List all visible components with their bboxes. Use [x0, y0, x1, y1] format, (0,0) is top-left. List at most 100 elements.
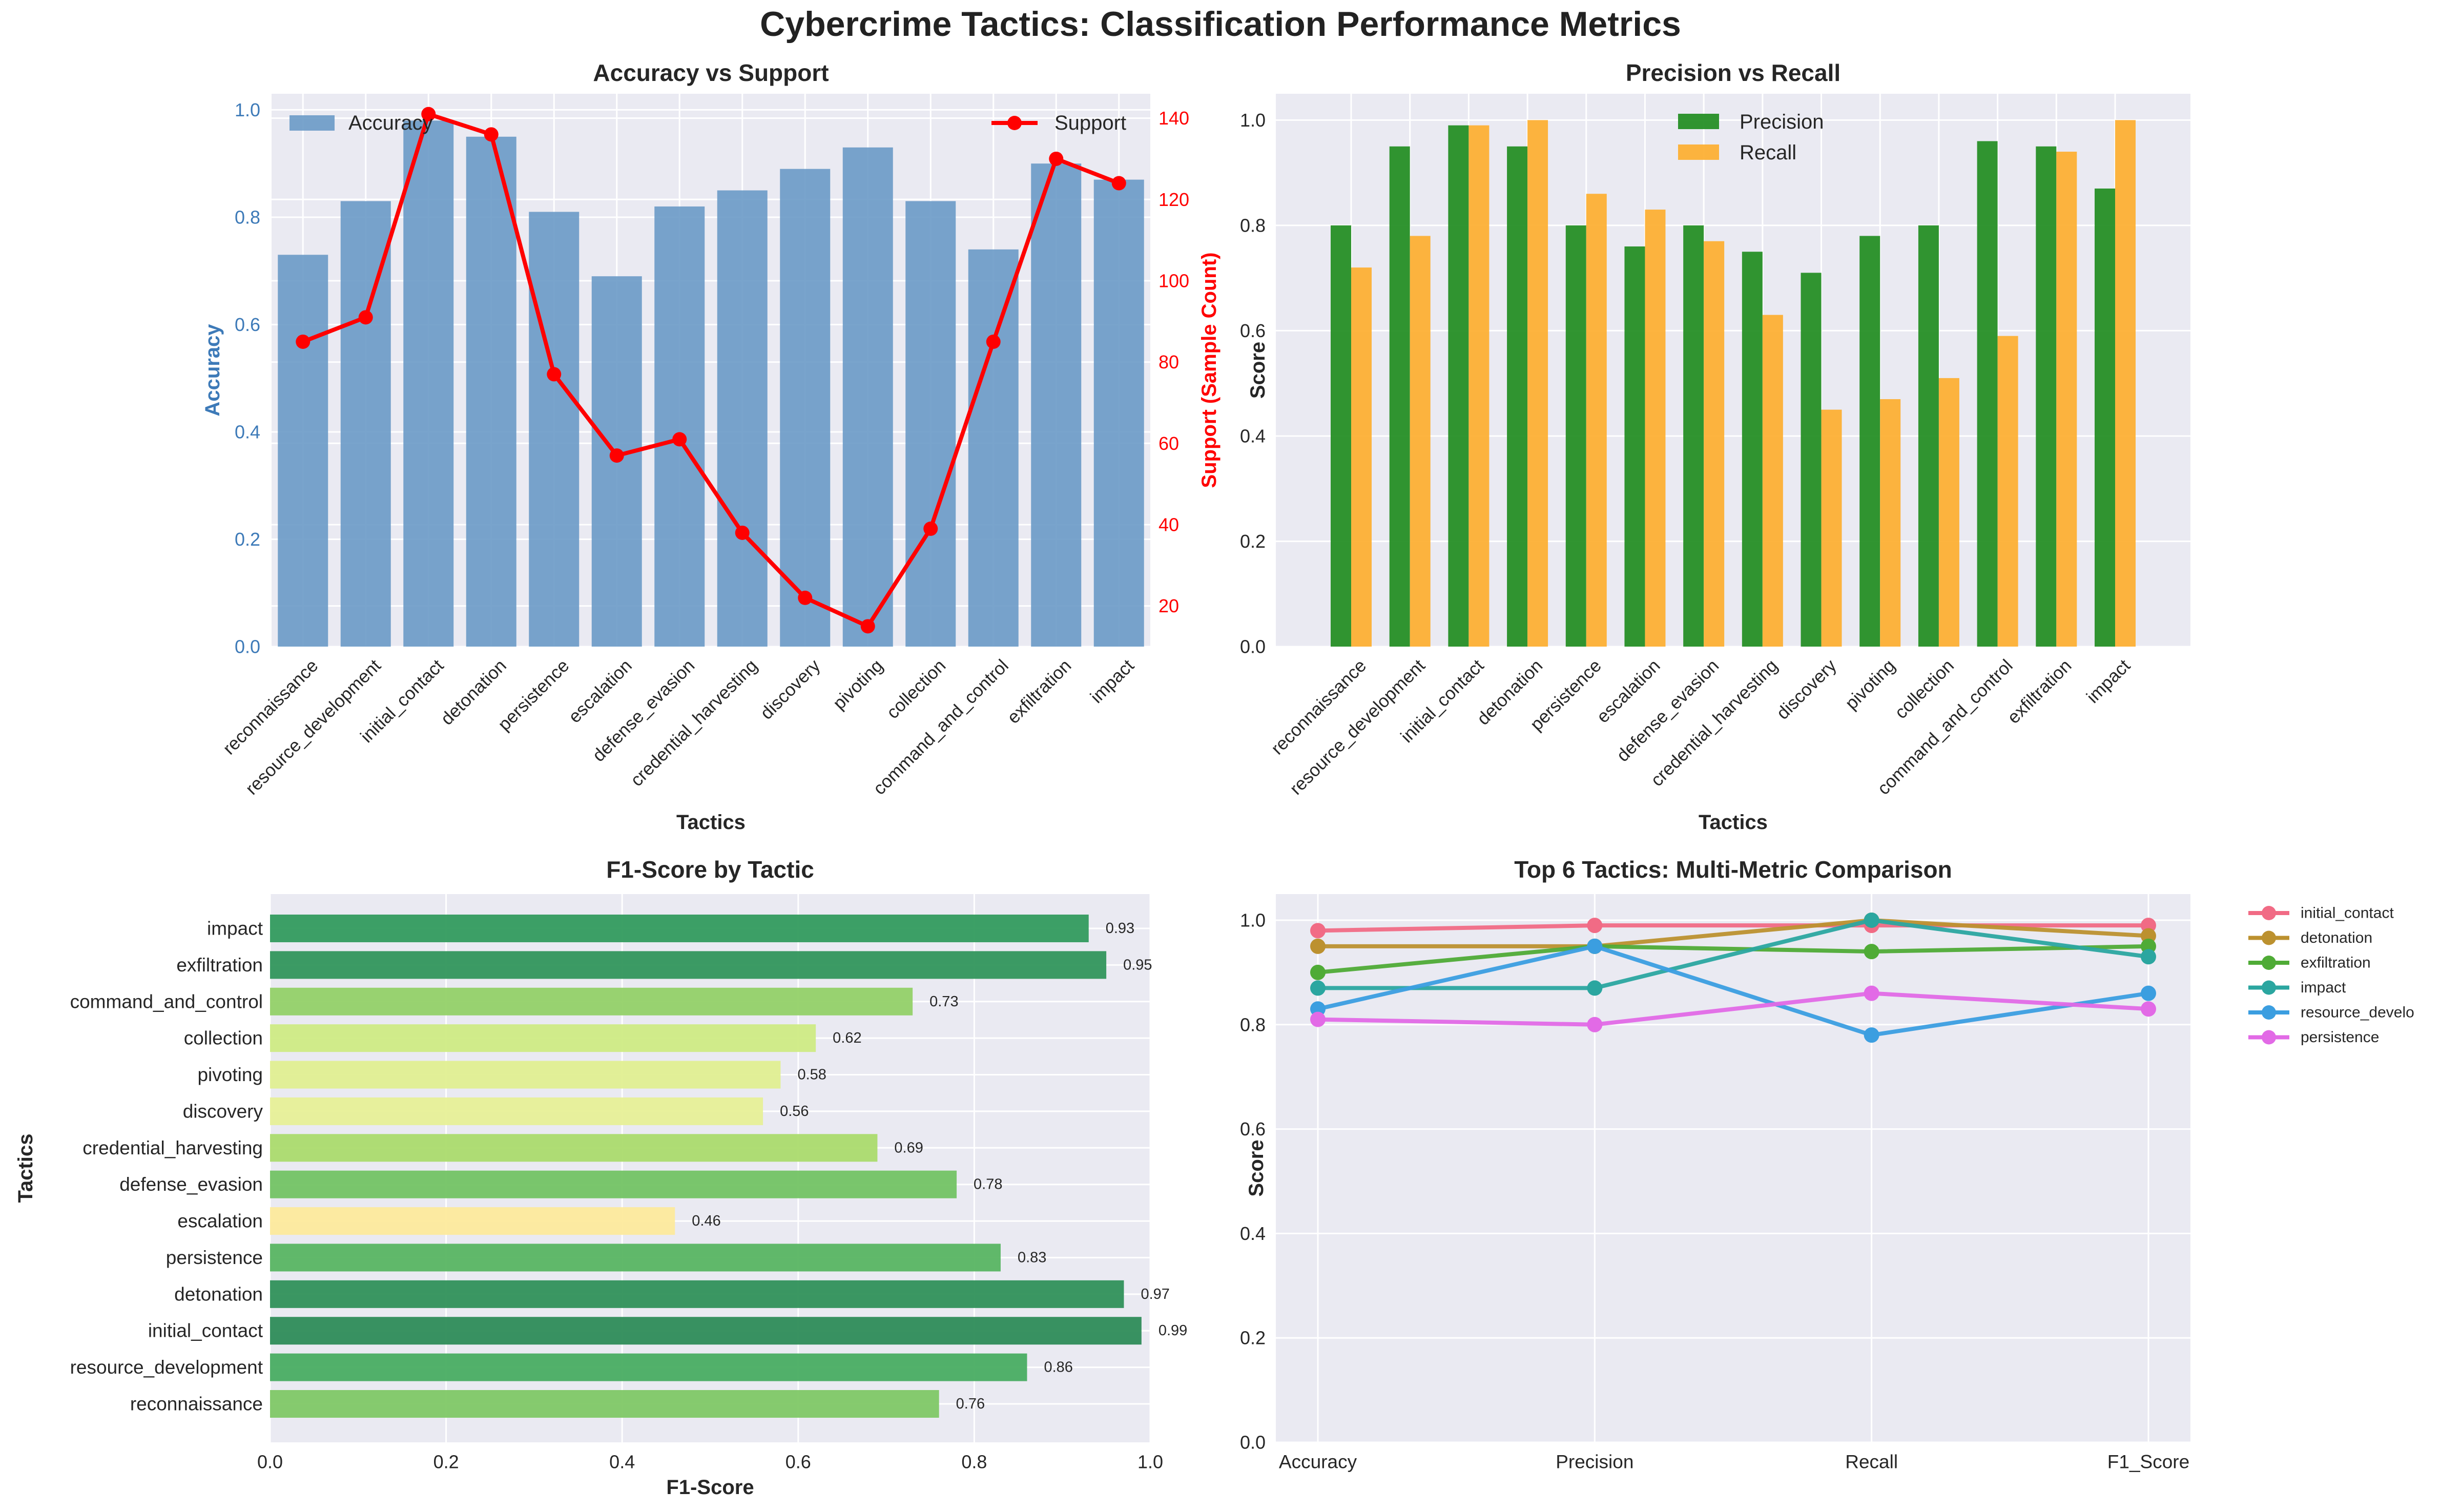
support-point [1111, 176, 1126, 191]
legend-swatch-accuracy [289, 115, 335, 131]
x-axis-label: Tactics [676, 811, 746, 834]
recall-bar [1586, 194, 1607, 647]
x-tick-label: 0.6 [785, 1452, 811, 1473]
f1-bar [270, 915, 1089, 942]
accuracy-bar [1093, 179, 1144, 647]
f1-value-label: 0.97 [1141, 1286, 1169, 1302]
y2-tick-label: 120 [1159, 189, 1189, 210]
f1-bar [270, 1353, 1027, 1381]
accuracy-bar [717, 190, 768, 647]
y-axis-label: Score [1247, 342, 1269, 399]
accuracy-bar [466, 136, 516, 647]
series-point [2141, 949, 2156, 965]
x-tick-label: collection [883, 656, 950, 723]
series-point [1310, 1011, 1326, 1027]
x-tick-label: 0.0 [257, 1452, 283, 1473]
x-axis-label: F1-Score [666, 1476, 754, 1499]
support-point [609, 448, 624, 463]
y-tick-label: command_and_control [70, 991, 263, 1012]
f1-value-label: 0.83 [1018, 1249, 1046, 1266]
y-tick-label: 0.6 [1240, 320, 1266, 341]
f1-value-label: 0.93 [1106, 920, 1134, 937]
x-axis-label: Tactics [1699, 811, 1768, 834]
precision-bar [1448, 125, 1469, 647]
plot-area [1276, 894, 2190, 1442]
x-tick-label: 0.8 [961, 1452, 987, 1473]
x-tick-label: 1.0 [1137, 1452, 1163, 1473]
y-tick-label: 0.8 [1240, 1014, 1266, 1035]
y-tick-label: 0.6 [235, 314, 260, 335]
precision-bar [1565, 225, 1586, 647]
accuracy-bar [905, 201, 956, 647]
f1-score-chart: 0.0 0.2 0.4 0.6 0.8 1.0 0.76 reconnaissance 0.86… [14, 856, 1187, 1499]
f1-bar [270, 1061, 781, 1089]
f1-bar [270, 951, 1107, 979]
legend-swatch-precision [1678, 114, 1719, 129]
multi-metric-chart: 0.0 0.2 0.4 0.6 0.8 1.0 Accuracy Precision Recal… [1240, 856, 2414, 1473]
series-point [1310, 964, 1326, 980]
recall-bar [1468, 125, 1490, 647]
support-point [358, 310, 373, 325]
f1-value-label: 0.99 [1159, 1322, 1187, 1339]
legend-label: detonation [2301, 929, 2372, 946]
y2-tick-label: 40 [1159, 514, 1179, 535]
x-tick-label: 0.2 [433, 1452, 459, 1473]
y2-tick-label: 20 [1159, 595, 1179, 616]
series-point [2141, 1001, 2156, 1017]
recall-bar [1527, 120, 1548, 647]
series-line [1317, 991, 2149, 1027]
y-tick-label: 0.0 [235, 636, 260, 657]
legend-marker [2262, 956, 2276, 970]
f1-bar [270, 1244, 1001, 1272]
x-tick-label: 0.4 [609, 1452, 635, 1473]
legend-label-recall: Recall [1740, 141, 1796, 164]
legend-label: impact [2301, 979, 2346, 996]
legend-marker [2262, 930, 2276, 945]
precision-bar [1507, 146, 1528, 647]
x-tick-label: Recall [1845, 1452, 1898, 1473]
y-tick-label: 0.4 [1240, 425, 1266, 446]
legend-marker [2262, 980, 2276, 995]
y-tick-label: 0.6 [1240, 1119, 1266, 1140]
y-tick-label: 0.4 [1240, 1223, 1266, 1244]
x-tick-label: impact [1086, 655, 1138, 707]
legend-label: initial_contact [2301, 905, 2394, 922]
chart-title: Top 6 Tactics: Multi-Metric Comparison [1514, 856, 1952, 883]
recall-bar [1880, 399, 1901, 647]
y-tick-label: 0.2 [235, 529, 260, 550]
precision-bar [1977, 141, 1998, 647]
series-point [1587, 980, 1603, 996]
support-point [735, 525, 750, 540]
legend-marker [2262, 1005, 2276, 1020]
y-tick-label: pivoting [197, 1064, 263, 1085]
series-point [1587, 938, 1603, 954]
legend-label-support: Support [1054, 112, 1126, 134]
legend-label: exfiltration [2301, 955, 2371, 971]
x-tick-label: credential_harvesting [627, 656, 761, 791]
recall-bar [1938, 378, 1959, 647]
f1-value-label: 0.58 [797, 1067, 826, 1083]
y-tick-label: 0.4 [235, 421, 260, 442]
f1-bar [270, 1097, 763, 1125]
x-tick-label: discovery [756, 655, 824, 723]
y2-tick-label: 100 [1159, 270, 1189, 291]
series-point [1864, 1027, 1879, 1043]
x-tick-label: exfiltration [1003, 656, 1075, 728]
series-line [1317, 923, 2148, 933]
support-point [296, 334, 311, 349]
y-tick-label: reconnaissance [130, 1394, 263, 1415]
series-line [1317, 944, 2149, 1038]
figure-title: Cybercrime Tactics: Classification Perfo… [760, 5, 1681, 44]
f1-value-label: 0.62 [833, 1030, 861, 1046]
support-point [860, 619, 875, 634]
f1-value-label: 0.78 [974, 1176, 1002, 1193]
series-line [1317, 944, 2149, 975]
y-tick-label: 0.2 [1240, 1328, 1266, 1349]
legend-label-accuracy: Accuracy [348, 112, 433, 134]
y-axis-label: Accuracy [201, 324, 224, 417]
support-point [798, 590, 813, 605]
f1-bar [270, 1280, 1124, 1308]
x-tick-label: Precision [1556, 1452, 1633, 1473]
f1-value-label: 0.46 [692, 1213, 720, 1229]
